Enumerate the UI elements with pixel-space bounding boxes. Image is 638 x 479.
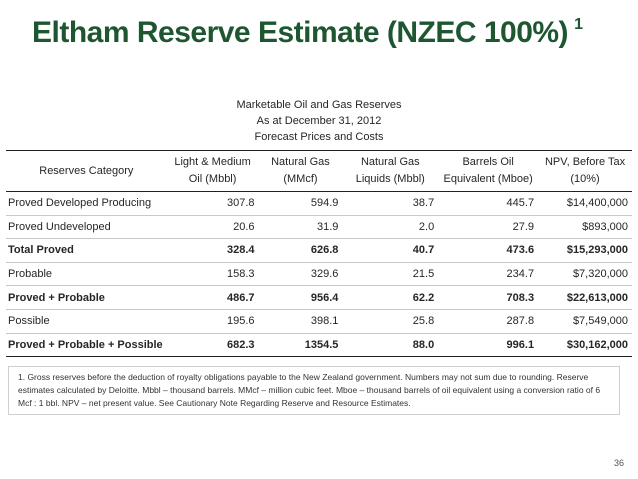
- row-boe-cell: 287.8: [438, 309, 539, 334]
- row-category-cell: Proved + Probable + Possible: [6, 333, 167, 358]
- row-npv-cell: $15,293,000: [538, 238, 632, 263]
- row-oil-cell: 195.6: [166, 309, 259, 334]
- row-gas-cell: 626.8: [258, 238, 343, 263]
- row-boe-cell: 996.1: [438, 333, 539, 358]
- row-category-cell: Proved Undeveloped: [6, 215, 167, 240]
- row-npv-cell: $14,400,000: [538, 191, 632, 216]
- reserves-table: Reserves Category Light & Medium Oil (Mbb…: [6, 150, 632, 358]
- row-category-cell: Total Proved: [6, 238, 167, 263]
- table-caption: Marketable Oil and Gas Reserves As at De…: [0, 97, 638, 145]
- row-category-cell: Possible: [6, 309, 167, 334]
- row-boe-cell: 708.3: [438, 285, 539, 310]
- row-gas-cell: 329.6: [258, 262, 343, 287]
- row-oil-cell: 328.4: [166, 238, 259, 263]
- header-natural-gas: Natural Gas (MMcf): [258, 150, 343, 192]
- row-oil-cell: 486.7: [166, 285, 259, 310]
- table-row: Proved Undeveloped 20.6 31.9 2.0 27.9 $893,00…: [6, 215, 632, 240]
- caption-line-2: As at December 31, 2012: [256, 115, 382, 127]
- slide-title: Eltham Reserve Estimate (NZEC 100%) 1: [32, 16, 583, 50]
- header-ngl: Natural Gas Liquids (Mbbl): [342, 150, 439, 192]
- row-category-cell: Proved Developed Producing: [6, 191, 167, 216]
- row-gas-cell: 594.9: [258, 191, 343, 216]
- row-boe-cell: 445.7: [438, 191, 539, 216]
- row-gas-cell: 956.4: [258, 285, 343, 310]
- table-row: Possible 195.6 398.1 25.8 287.8 $7,549,000: [6, 309, 632, 334]
- row-npv-cell: $893,000: [538, 215, 632, 240]
- table-row: Proved + Probable 486.7 956.4 62.2 708.3 $22,…: [6, 285, 632, 310]
- header-reserves-category: Reserves Category: [6, 150, 167, 192]
- caption-line-3: Forecast Prices and Costs: [254, 131, 384, 143]
- row-ngl-cell: 21.5: [342, 262, 439, 287]
- row-npv-cell: $30,162,000: [538, 333, 632, 358]
- row-oil-cell: 682.3: [166, 333, 259, 358]
- caption-line-1: Marketable Oil and Gas Reserves: [236, 99, 402, 111]
- page-number: 36: [613, 458, 624, 468]
- row-ngl-cell: 25.8: [342, 309, 439, 334]
- row-boe-cell: 234.7: [438, 262, 539, 287]
- table-row: Proved Developed Producing 307.8 594.9 38.7…: [6, 191, 632, 216]
- row-boe-cell: 27.9: [438, 215, 539, 240]
- header-boe: Barrels Oil Equivalent (Mboe): [438, 150, 539, 192]
- row-ngl-cell: 38.7: [342, 191, 439, 216]
- row-category-cell: Probable: [6, 262, 167, 287]
- footnote: 1. Gross reserves before the deduction o…: [8, 366, 620, 415]
- row-npv-cell: $22,613,000: [538, 285, 632, 310]
- row-gas-cell: 1354.5: [258, 333, 343, 358]
- row-gas-cell: 31.9: [258, 215, 343, 240]
- table-row: Proved + Probable + Possible 682.3 1354.5 8…: [6, 333, 632, 358]
- row-boe-cell: 473.6: [438, 238, 539, 263]
- table-header-row: Reserves Category Light & Medium Oil (Mbb…: [6, 150, 632, 192]
- row-ngl-cell: 62.2: [342, 285, 439, 310]
- title-footnote-marker: 1: [574, 16, 583, 33]
- header-oil: Light & Medium Oil (Mbbl): [166, 150, 259, 192]
- row-npv-cell: $7,549,000: [538, 309, 632, 334]
- row-npv-cell: $7,320,000: [538, 262, 632, 287]
- title-text: Eltham Reserve Estimate (NZEC 100%): [32, 16, 569, 49]
- row-oil-cell: 307.8: [166, 191, 259, 216]
- row-ngl-cell: 2.0: [342, 215, 439, 240]
- header-npv: NPV, Before Tax (10%): [538, 150, 632, 192]
- row-oil-cell: 20.6: [166, 215, 259, 240]
- row-category-cell: Proved + Probable: [6, 285, 167, 310]
- row-gas-cell: 398.1: [258, 309, 343, 334]
- table-row: Probable 158.3 329.6 21.5 234.7 $7,320,000: [6, 262, 632, 287]
- row-oil-cell: 158.3: [166, 262, 259, 287]
- table-row: Total Proved 328.4 626.8 40.7 473.6 $15,293,0…: [6, 238, 632, 263]
- row-ngl-cell: 40.7: [342, 238, 439, 263]
- row-ngl-cell: 88.0: [342, 333, 439, 358]
